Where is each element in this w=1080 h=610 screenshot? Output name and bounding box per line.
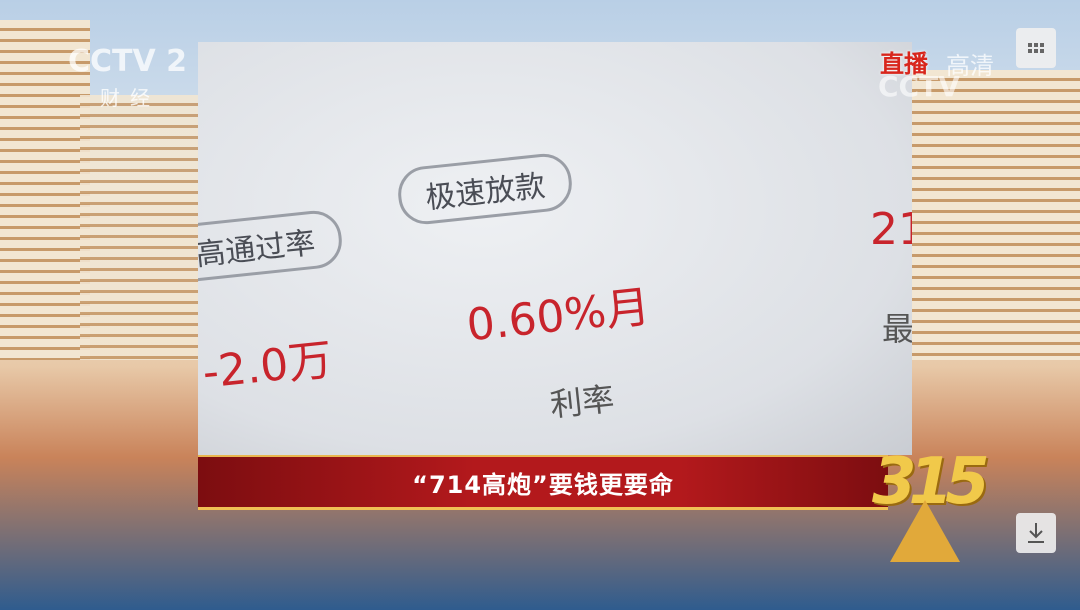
channel-logo: CCTV 2: [68, 44, 188, 79]
menu-button[interactable]: [1016, 28, 1056, 68]
building: [912, 70, 1080, 360]
building: [0, 20, 90, 360]
amount: -2.0万: [200, 334, 335, 399]
hd-logo: CCTV: [878, 70, 960, 103]
hd-label: 高清: [946, 52, 994, 80]
live-label: 直播: [880, 50, 928, 78]
event-logo: 315: [872, 445, 990, 519]
building: [80, 95, 198, 360]
rate: 0.60%月: [464, 281, 653, 352]
logo-base: [890, 500, 960, 562]
channel-name: 财经: [100, 86, 160, 110]
download-button[interactable]: [1016, 513, 1056, 553]
photo: 高通过率 极速放款 -2.0万 0.60%月 利率 21 最: [198, 42, 912, 455]
partial-label: 最: [882, 310, 912, 348]
caption-banner: “714高炮”要钱更要命: [198, 455, 888, 510]
tag: 极速放款: [395, 151, 575, 227]
partial-value: 21: [870, 204, 912, 255]
tag: 高通过率: [198, 208, 345, 284]
caption: “714高炮”要钱更要命: [412, 470, 674, 499]
rate-label: 利率: [548, 379, 617, 425]
